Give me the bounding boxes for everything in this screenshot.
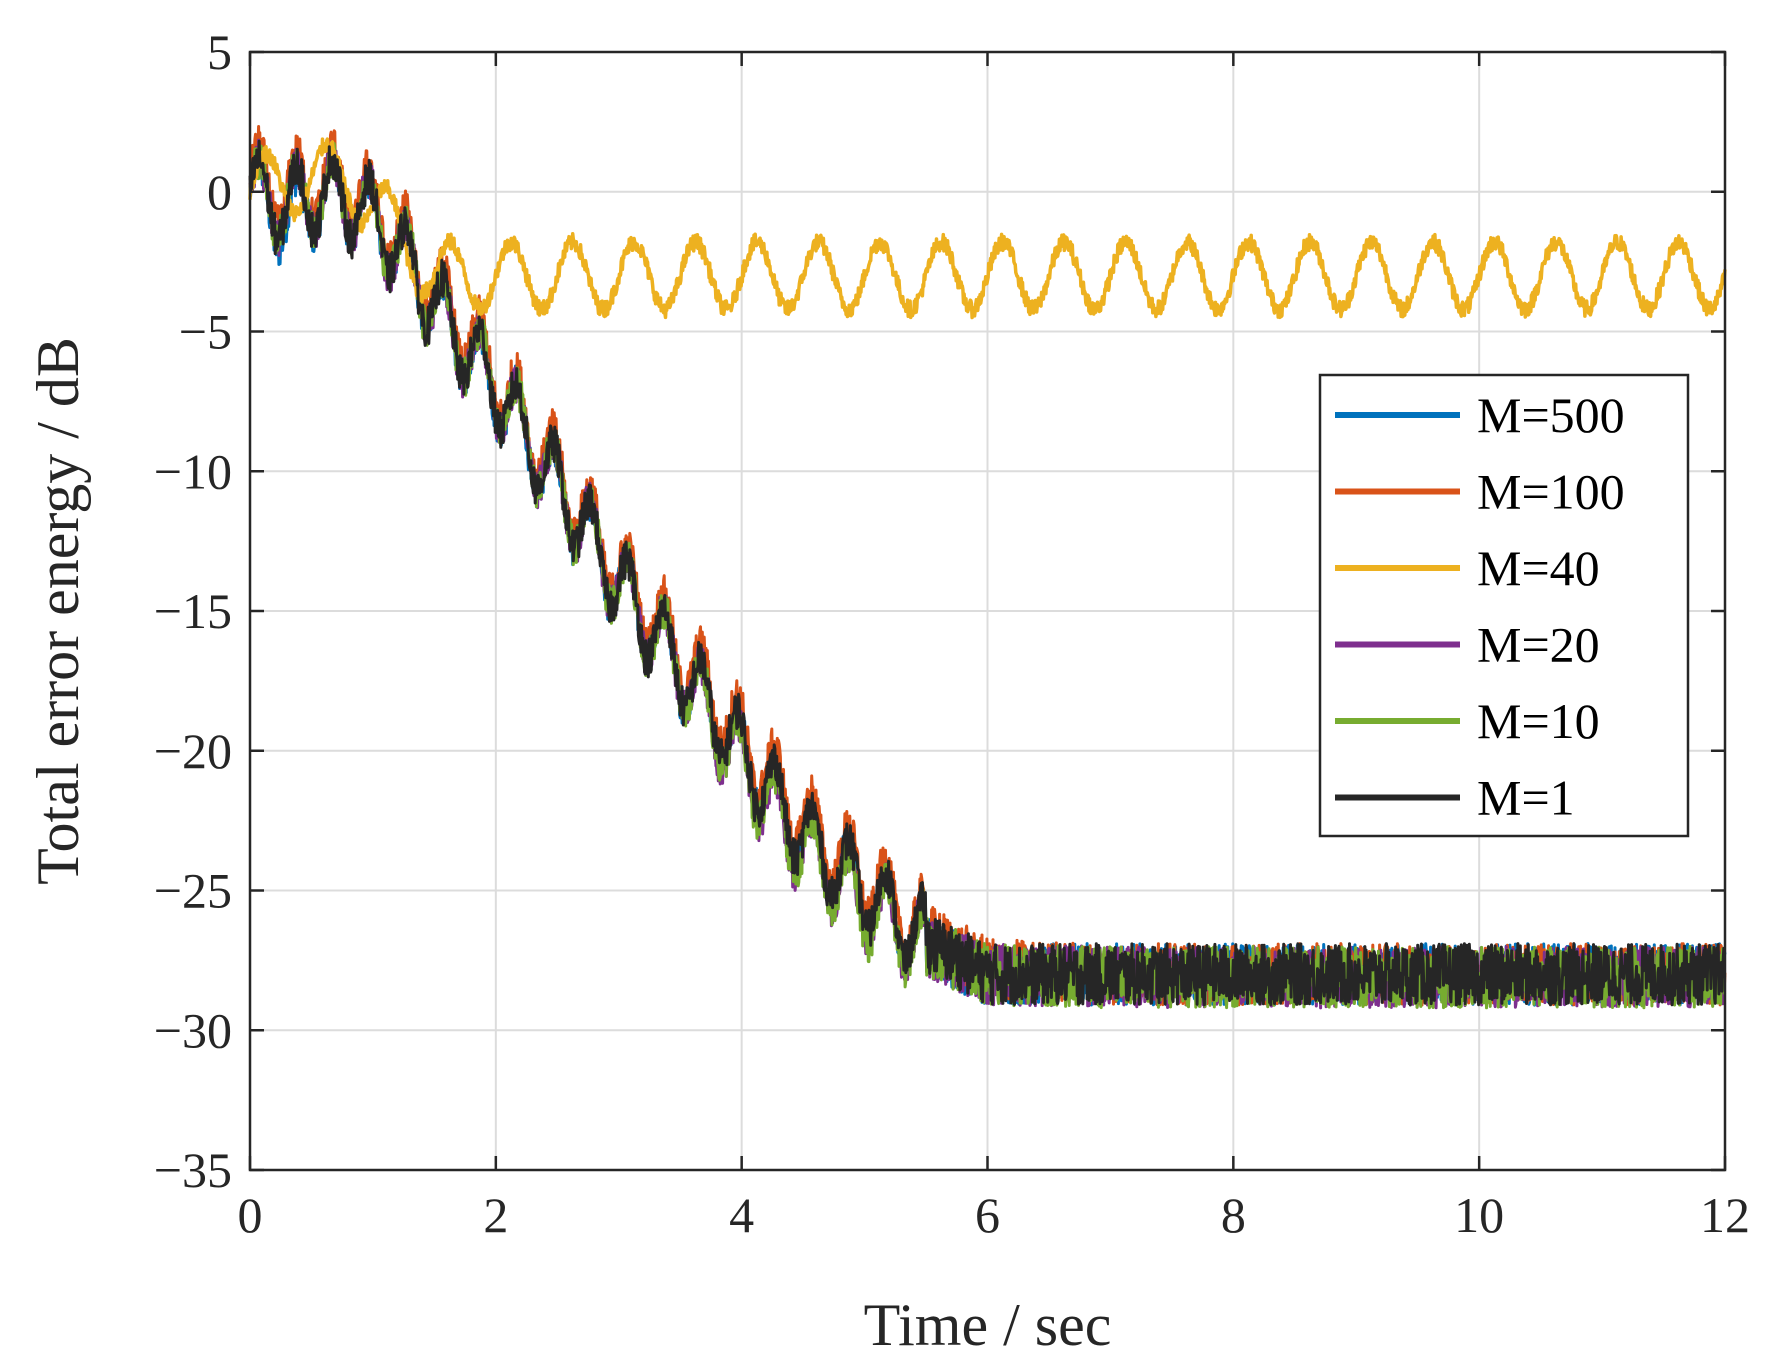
legend-label: M=10 [1477,693,1600,749]
legend-label: M=1 [1477,770,1575,826]
legend-label: M=40 [1477,540,1600,596]
legend-box [1318,373,1690,838]
x-tick-label: 6 [975,1187,1000,1243]
y-tick-label: 0 [207,164,232,220]
series-line-m-1 [248,139,1727,1007]
y-tick-label: 5 [207,24,232,80]
legend-label: M=100 [1477,464,1625,520]
x-tick-label: 8 [1221,1187,1246,1243]
x-tick-label: 12 [1700,1187,1750,1243]
legend-label: M=500 [1477,387,1625,443]
y-tick-label: −25 [154,863,232,919]
legend: M=500 M=100 M=40 M=20 M=10 M=1 [1318,373,1690,838]
y-tick-label: −15 [154,583,232,639]
legend-label: M=20 [1477,617,1600,673]
y-axis-label: Total error energy / dB [25,337,91,885]
y-tick-label: −35 [154,1142,232,1198]
y-tick-label: −30 [154,1002,232,1058]
x-tick-label: 2 [483,1187,508,1243]
y-tick-label: −20 [154,723,232,779]
axes [248,50,1727,1172]
x-tick-label: 0 [238,1187,263,1243]
y-tick-label: −10 [154,443,232,499]
y-tick-label: −5 [179,304,232,360]
tick-labels: 0 2 4 6 8 10 12 5 0 −5 −10 −15 −20 −25 −30 −35 [154,24,1750,1243]
series-lines [248,125,1727,1010]
x-tick-label: 10 [1454,1187,1504,1243]
x-tick-label: 4 [729,1187,754,1243]
series-line-m-40 [248,137,1727,320]
x-axis-label: Time / sec [864,1292,1112,1358]
